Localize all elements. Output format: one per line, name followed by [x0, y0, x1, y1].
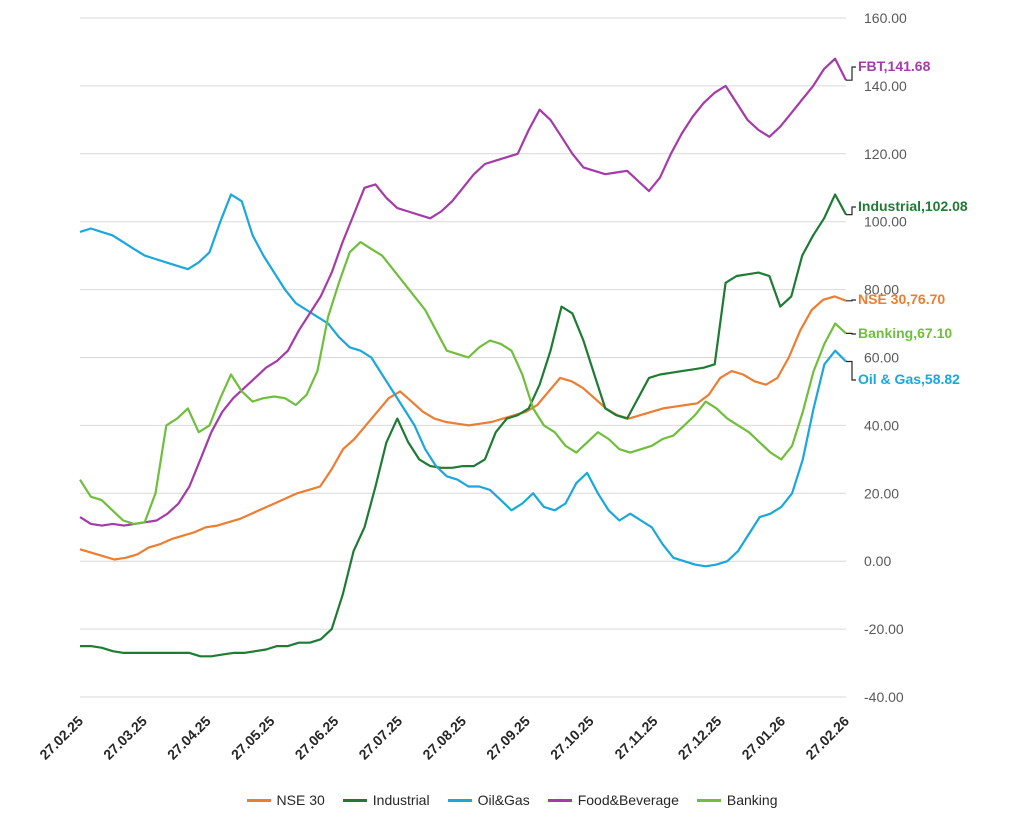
legend-item: Banking [696, 792, 778, 808]
end-label: Banking,67.10 [858, 325, 952, 341]
series-line-banking [79, 241, 847, 525]
legend-label: NSE 30 [276, 792, 325, 808]
end-labels: NSE 30,76.70 Industrial,102.08 Oil & Gas,5… [846, 58, 968, 387]
y-tick-label: -40.00 [864, 689, 904, 705]
x-tick-label: 27.06.25 [292, 713, 342, 763]
legend: NSE 30 Industrial Oil&Gas Food&Beverage Bank… [0, 792, 1024, 808]
end-label-connector [846, 66, 856, 81]
y-tick-label: 140.00 [864, 78, 907, 94]
legend-swatch [246, 798, 271, 802]
x-tick-label: 27.05.25 [228, 713, 278, 763]
x-tick-label: 27.08.25 [419, 713, 469, 763]
x-tick-label: 27.09.25 [483, 713, 533, 763]
x-tick-label: 27.03.25 [100, 713, 150, 763]
line-chart: 160.00 140.00 120.00 100.00 80.00 60.00 40.00 2… [36, 10, 968, 763]
y-tick-label: -20.00 [864, 621, 904, 637]
x-tick-label: 27.01.26 [738, 713, 788, 763]
legend-item: Food&Beverage [547, 792, 679, 808]
legend-label: Banking [726, 792, 778, 808]
legend-label: Industrial [372, 792, 430, 808]
y-tick-label: 80.00 [864, 282, 899, 298]
y-tick-label: 160.00 [864, 10, 907, 26]
end-label-connector [846, 206, 856, 216]
x-tick-label: 27.11.25 [611, 713, 660, 762]
series-lines [79, 57, 847, 658]
y-tick-label: 60.00 [864, 350, 899, 366]
end-label-connector [846, 299, 856, 302]
legend-swatch [696, 798, 721, 802]
x-tick-label: 27.02.25 [36, 713, 86, 763]
end-label: Industrial,102.08 [858, 198, 968, 214]
series-line-food-beverage [79, 57, 847, 527]
legend-swatch [342, 798, 367, 802]
y-tick-label: 40.00 [864, 417, 899, 433]
legend-item: NSE 30 [246, 792, 325, 808]
end-label: Oil & Gas,58.82 [858, 371, 960, 387]
legend-swatch [547, 798, 572, 802]
end-label-connector [846, 360, 856, 381]
y-tick-label: 0.00 [864, 553, 891, 569]
x-tick-label: 27.02.26 [802, 713, 852, 763]
x-tick-label: 27.04.25 [164, 713, 214, 763]
end-label-connector [846, 332, 856, 335]
y-tick-label: 100.00 [864, 214, 907, 230]
y-tick-label: 120.00 [864, 146, 907, 162]
gridlines [80, 17, 846, 698]
x-tick-label: 27.07.25 [355, 713, 405, 763]
end-label: NSE 30,76.70 [858, 291, 945, 307]
x-tick-label: 27.12.25 [675, 713, 725, 763]
legend-item: Industrial [342, 792, 430, 808]
legend-swatch [447, 798, 472, 802]
x-axis-ticks: 27.02.25 27.03.25 27.04.25 27.05.25 27.06.25… [36, 713, 852, 763]
series-line-industrial [80, 193, 847, 658]
end-label: FBT,141.68 [858, 58, 931, 74]
series-line-nse-30 [79, 295, 847, 561]
y-axis-ticks: 160.00 140.00 120.00 100.00 80.00 60.00 40.00 2… [864, 10, 907, 705]
x-tick-label: 27.10.25 [547, 713, 597, 763]
legend-item: Oil&Gas [447, 792, 530, 808]
series-line-oil-gas [79, 193, 847, 568]
y-tick-label: 20.00 [864, 485, 899, 501]
legend-label: Oil&Gas [477, 792, 530, 808]
legend-label: Food&Beverage [577, 792, 679, 808]
